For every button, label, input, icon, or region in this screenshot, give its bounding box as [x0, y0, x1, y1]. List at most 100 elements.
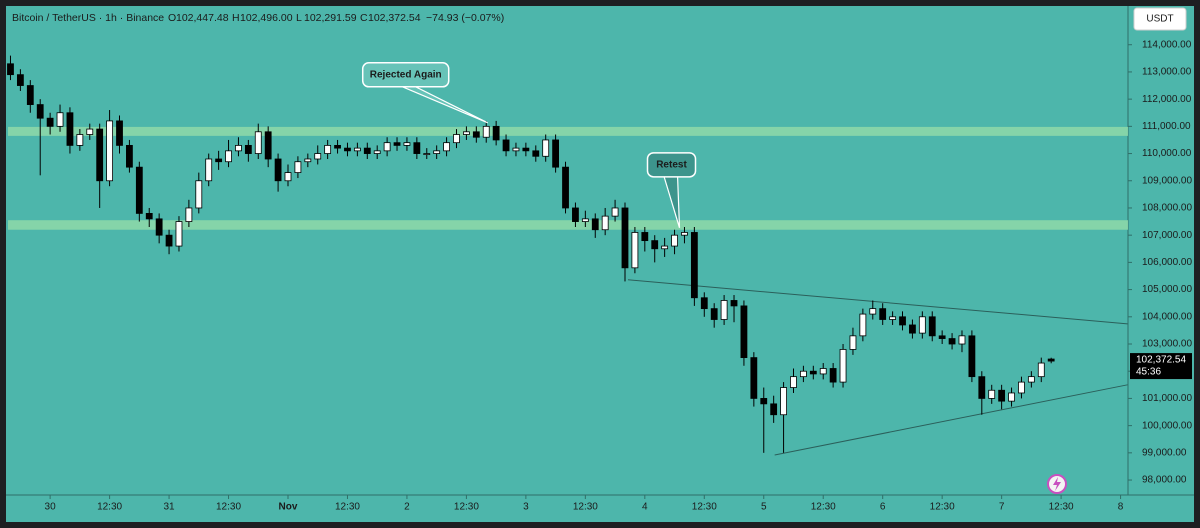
last-price-box [1130, 353, 1192, 380]
axes: 98,000.00 99,000.00 100,000.00 101,000.00 10… [45, 39, 1193, 512]
candle-body [700, 297, 708, 310]
ohlc-value: 102,372.54 [368, 12, 421, 24]
candle-body [294, 161, 302, 174]
candle-body [651, 240, 659, 250]
candle-body [7, 63, 14, 76]
candle-body [453, 134, 460, 144]
x-tick-label: 12:30 [692, 502, 717, 513]
zone [8, 220, 1128, 230]
candle-body [710, 308, 718, 320]
candle-body [720, 300, 728, 320]
candle-body [225, 150, 232, 163]
candle-body [254, 131, 262, 154]
candle-body [889, 316, 897, 320]
x-tick-label: 30 [45, 502, 57, 513]
y-tick-label: 99,000.00 [1142, 447, 1187, 458]
x-tick-label: 12:30 [573, 502, 598, 513]
ohlc-value: 102,496.00 [240, 12, 293, 24]
candle-body [1027, 376, 1035, 383]
x-tick-label: 12:30 [454, 502, 479, 513]
candle-body [235, 144, 242, 152]
candle-body [809, 370, 817, 375]
candle-body [879, 308, 887, 320]
y-tick-label: 100,000.00 [1142, 420, 1192, 431]
trendlines [627, 279, 1128, 456]
candle-body [978, 376, 986, 399]
currency-box[interactable] [1133, 7, 1187, 31]
candle-body [383, 142, 391, 152]
candle-body [681, 232, 688, 236]
y-tick-label: 105,000.00 [1142, 284, 1192, 295]
candle-body [116, 120, 123, 146]
ohlc-label: C [360, 12, 368, 24]
candle-body [482, 125, 490, 138]
candle-body [829, 368, 837, 383]
candle-body [1037, 362, 1045, 378]
callout-box [646, 152, 697, 178]
ohlc-value: 102,447.48 [176, 12, 229, 24]
candle-body [572, 207, 579, 222]
candle-body [403, 142, 411, 146]
candle-body [909, 324, 916, 334]
candle-body [284, 172, 292, 182]
candle-body [780, 387, 787, 416]
candle-body [799, 370, 807, 378]
x-tick-label: 12:30 [216, 502, 241, 513]
y-tick-label: 108,000.00 [1142, 203, 1192, 214]
ohlc-value: 102,291.59 [304, 12, 357, 24]
candle-body [859, 313, 867, 337]
currency[interactable]: USDT [1146, 14, 1173, 25]
candle-body [641, 232, 649, 242]
candle-body [185, 207, 193, 222]
x-tick-label: 31 [163, 502, 175, 513]
candle-body [165, 234, 173, 247]
candle-body [393, 142, 401, 146]
y-tick-label: 103,000.00 [1142, 339, 1192, 350]
change: −74.93 (−0.07%) [426, 12, 504, 24]
candle-body [492, 125, 500, 141]
trendline [774, 384, 1128, 456]
currency-button[interactable]: USDT [1133, 7, 1187, 31]
candle-body [918, 316, 926, 334]
x-tick-label: 7 [999, 502, 1005, 513]
candle-body [274, 158, 282, 182]
candle-body [314, 153, 322, 160]
candle-body [443, 142, 450, 152]
x-tick-label: 3 [523, 502, 529, 513]
candle-body [423, 153, 431, 155]
candle-body [373, 150, 381, 154]
candle-body [195, 180, 203, 209]
y-tick-label: 106,000.00 [1142, 257, 1192, 268]
callout-box [361, 62, 450, 88]
y-tick-label: 104,000.00 [1142, 311, 1192, 322]
candle-body [1047, 358, 1055, 362]
candle-body [819, 368, 827, 375]
candle-body [581, 218, 589, 222]
candle-body [175, 221, 183, 247]
ohlc-label: O [168, 12, 176, 24]
candle-body [849, 335, 857, 350]
candle-body [135, 166, 143, 214]
x-tick-label: 12:30 [930, 502, 955, 513]
candle-body [790, 376, 797, 388]
header: Bitcoin / TetherUS · 1h · Binance O 102,4… [12, 12, 504, 24]
candle-body [66, 112, 74, 146]
candle-body [86, 128, 94, 135]
symbol: Bitcoin / TetherUS · 1h · Binance [12, 12, 164, 24]
x-tick-label: 12:30 [97, 502, 122, 513]
y-tick-label: 107,000.00 [1142, 230, 1192, 241]
last-price: 102,372.54 [1136, 355, 1186, 366]
candle-body [740, 305, 748, 359]
candle-body [353, 147, 361, 152]
x-tick-label: 12:30 [811, 502, 836, 513]
candle-body [601, 215, 609, 231]
candle-body [324, 144, 332, 154]
candle-body [26, 85, 34, 105]
candle-body [36, 104, 44, 119]
candle-body [512, 147, 520, 152]
x-tick-label: 8 [1118, 502, 1124, 513]
candle-body [472, 131, 480, 138]
x-tick-label: 6 [880, 502, 886, 513]
candle-body [591, 218, 599, 231]
